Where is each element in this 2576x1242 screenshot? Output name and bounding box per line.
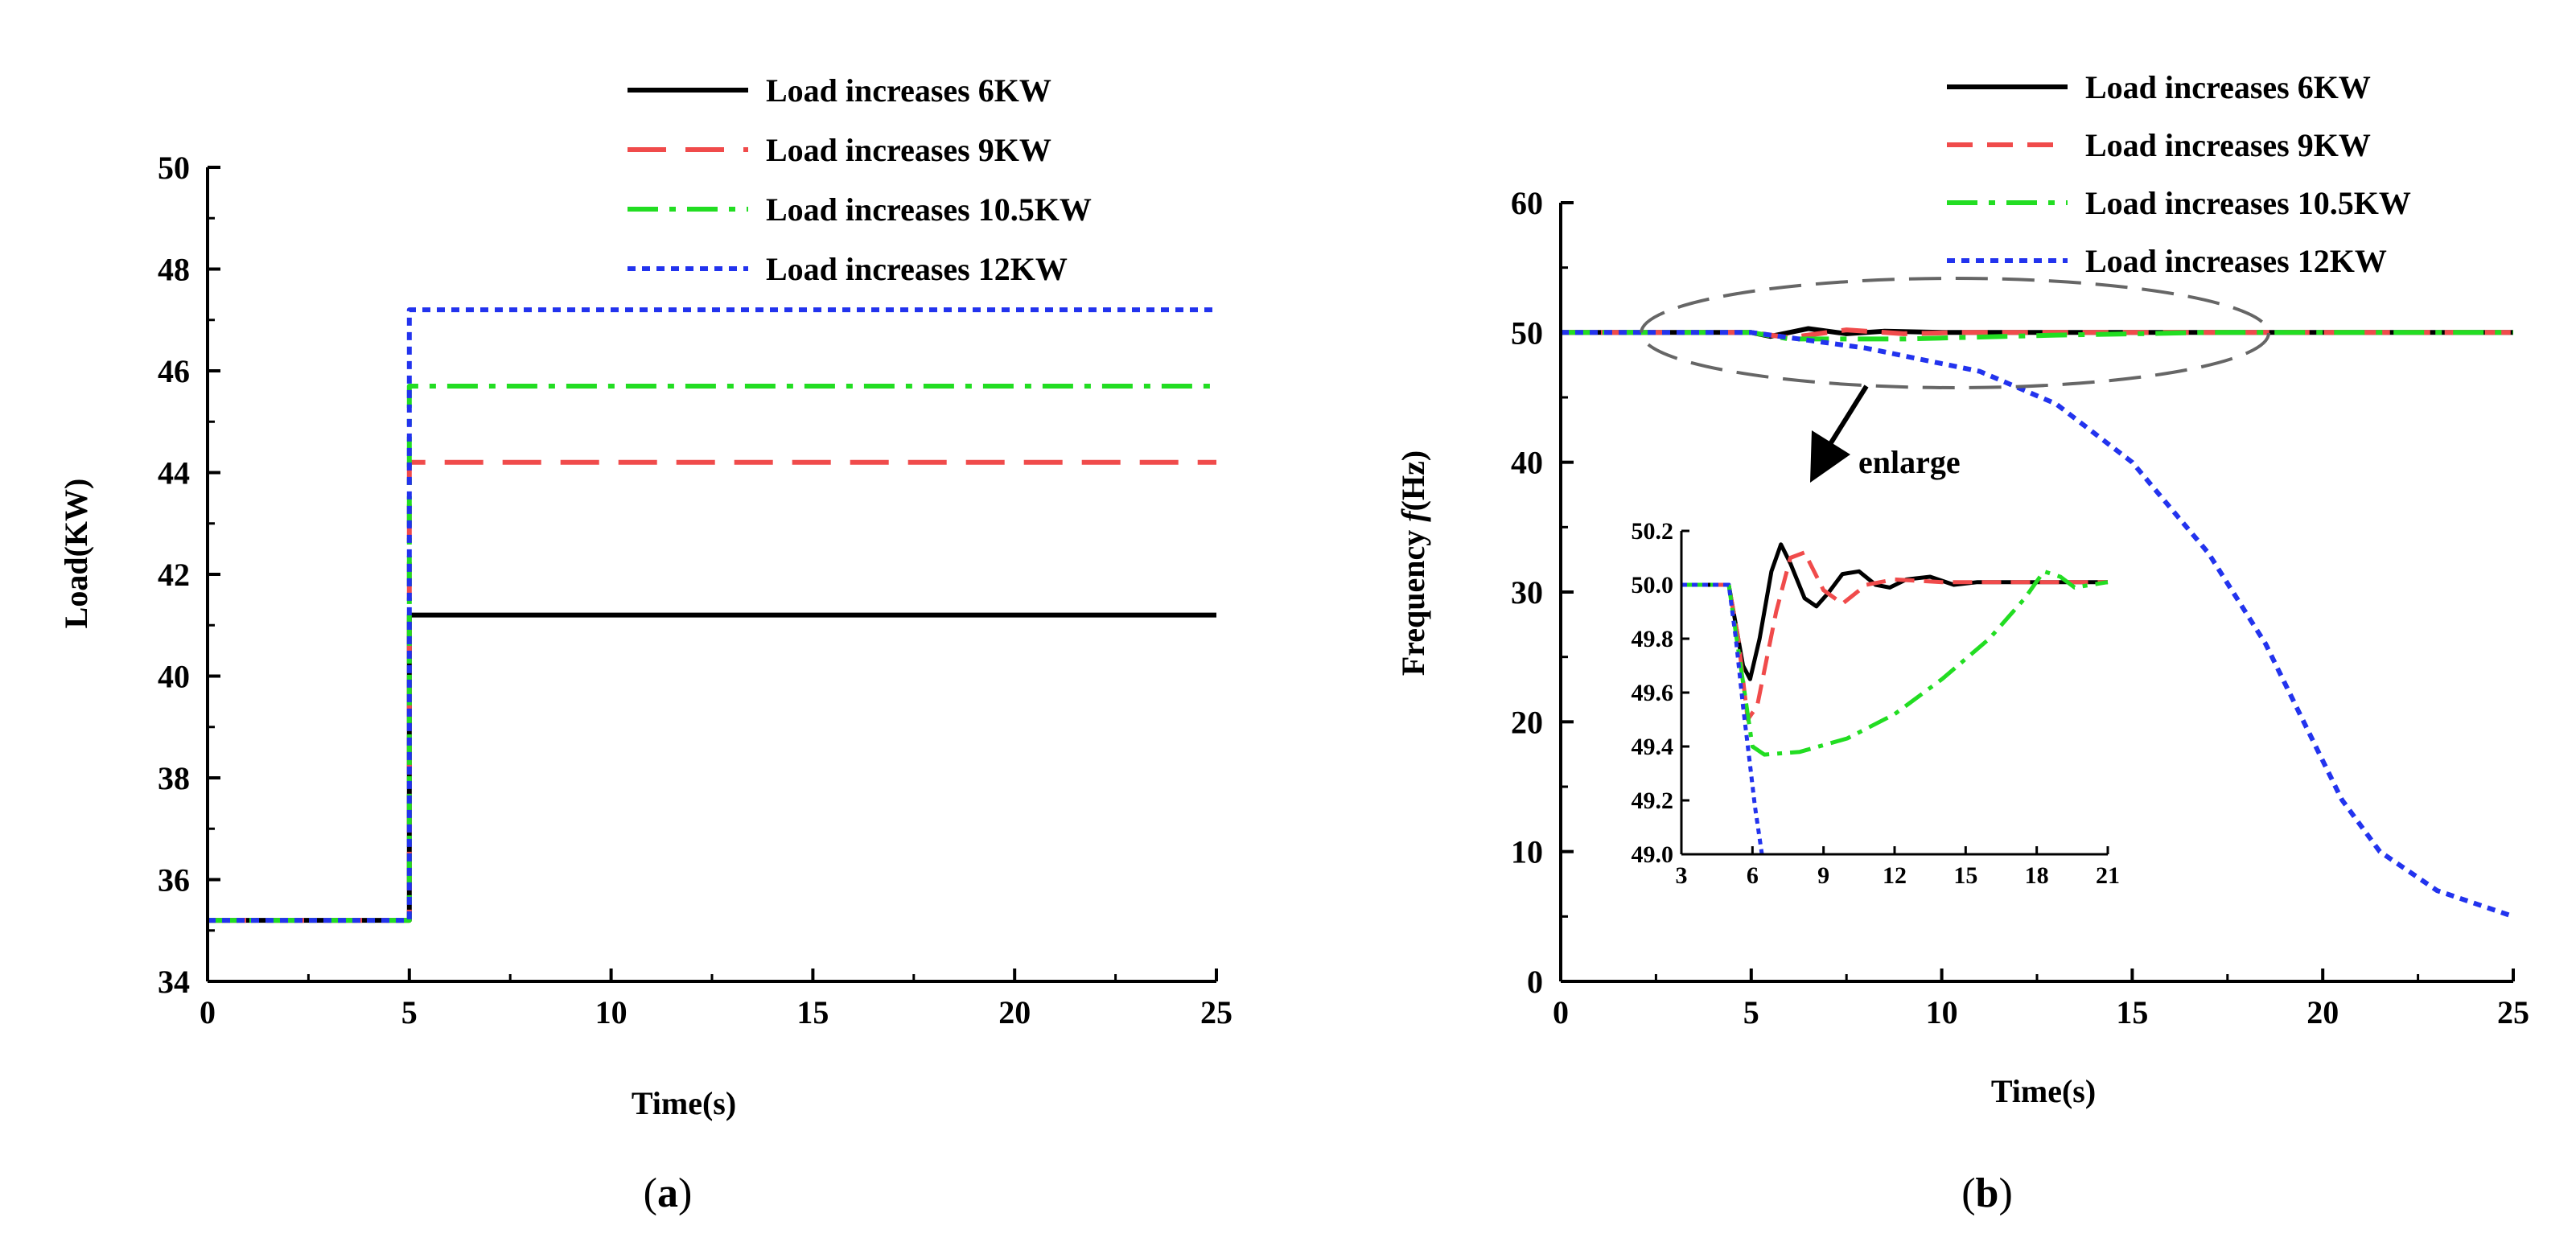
inset-series-line-4	[1681, 582, 1764, 855]
enlarge-arrow-shaft	[1824, 385, 1869, 452]
enlarge-arrow-head-icon	[1810, 430, 1850, 483]
legend-label-1: Load increases 6KW	[2085, 69, 2371, 105]
legend-label-4: Load increases 12KW	[766, 251, 1068, 287]
panel-b-axes	[1559, 203, 2513, 983]
panel-a-series	[208, 307, 1216, 923]
y-tick-label: 44	[158, 455, 190, 491]
y-tick-label: 10	[1511, 834, 1543, 870]
x-tick-label: 20	[998, 994, 1031, 1030]
series-line-2	[1561, 327, 2513, 340]
caption-a: (a)	[644, 1170, 693, 1216]
panel-a-ticks: 0 5 10 15 20 25 34 36 38 40 42 44 46 48 50	[158, 150, 1232, 1030]
series-line-4	[208, 307, 1216, 923]
x-tick-label: 25	[2497, 994, 2529, 1030]
y-tick-label: 34	[158, 964, 190, 1000]
series-line-2	[208, 459, 1216, 923]
inset-x-tick-label: 21	[2096, 862, 2120, 889]
panel-b-y-axis-label-prefix: Frequency	[1395, 522, 1431, 676]
y-tick-label: 20	[1511, 704, 1543, 740]
panel-b-inset-chart: 3 6 9 12 15 18 21 49.0 49.2 49.4 49.6 49.8 50.0 50.2	[1632, 518, 2121, 889]
panel-a-x-axis-label: Time(s)	[632, 1085, 736, 1121]
panel-b-y-axis-label-suffix: (Hz)	[1395, 450, 1431, 512]
series-line-3	[208, 384, 1216, 923]
panel-b-chart: 0 5 10 15 20 25 0 10 20 30 40 50 60 Time(s) Frequenc…	[1395, 69, 2529, 1109]
x-tick-label: 25	[1200, 994, 1232, 1030]
inset-y-tick-label: 50.0	[1632, 572, 1674, 598]
zoom-region-ellipse	[1640, 277, 2270, 389]
panel-b-x-axis-label: Time(s)	[1991, 1073, 2096, 1109]
x-tick-label: 10	[1926, 994, 1958, 1030]
x-tick-label: 5	[1743, 994, 1759, 1030]
inset-y-tick-label: 50.2	[1632, 518, 1674, 545]
caption-b: (b)	[1961, 1170, 2013, 1216]
x-tick-label: 10	[595, 994, 628, 1030]
inset-y-tick-label: 49.6	[1632, 680, 1674, 706]
caption-b-letter: b	[1976, 1170, 1999, 1216]
inset-y-tick-label: 49.8	[1632, 626, 1674, 652]
legend-label-1: Load increases 6KW	[766, 72, 1051, 109]
inset-series-line-1	[1681, 542, 2108, 681]
panel-b-y-axis-label: Frequency f(Hz)	[1395, 450, 1431, 676]
inset-series-line-2	[1681, 550, 2108, 722]
x-tick-label: 15	[796, 994, 829, 1030]
y-tick-label: 38	[158, 760, 190, 796]
y-tick-label: 50	[158, 150, 190, 186]
caption-a-letter: a	[657, 1170, 678, 1216]
panel-a-legend: Load increases 6KW Load increases 9KW Load…	[628, 72, 1092, 287]
inset-y-tick-label: 49.2	[1632, 788, 1674, 814]
y-tick-label: 60	[1511, 185, 1543, 221]
inset-x-tick-label: 12	[1883, 862, 1907, 889]
series-line-1	[208, 612, 1216, 923]
y-tick-label: 40	[158, 659, 190, 695]
panel-a-chart: 0 5 10 15 20 25 34 36 38 40 42 44 46 48 50 Time(s) Loa…	[58, 72, 1232, 1121]
x-tick-label: 0	[200, 994, 216, 1030]
panel-b-series	[1561, 326, 2514, 919]
panel-b-legend: Load increases 6KW Load increases 9KW Load…	[1947, 69, 2411, 279]
x-tick-label: 0	[1553, 994, 1569, 1030]
enlarge-annotation: enlarge	[1858, 444, 1961, 480]
x-tick-label: 5	[401, 994, 418, 1030]
panel-a-y-axis-label: Load(KW)	[58, 479, 94, 629]
y-tick-label: 0	[1527, 964, 1543, 1000]
panel-b-y-axis-label-symbol: f	[1395, 508, 1431, 522]
y-tick-label: 46	[158, 353, 190, 389]
inset-y-tick-label: 49.4	[1632, 734, 1674, 760]
y-tick-label: 48	[158, 252, 190, 288]
panel-a-axes	[206, 167, 1216, 983]
inset-x-tick-label: 3	[1676, 862, 1688, 889]
x-tick-label: 20	[2306, 994, 2339, 1030]
inset-x-tick-label: 6	[1747, 862, 1759, 889]
x-tick-label: 15	[2116, 994, 2148, 1030]
y-tick-label: 30	[1511, 574, 1543, 611]
legend-label-3: Load increases 10.5KW	[2085, 185, 2411, 221]
legend-label-3: Load increases 10.5KW	[766, 191, 1092, 228]
series-line-4	[1561, 330, 2514, 919]
inset-series-line-3	[1681, 569, 2109, 757]
inset-x-tick-label: 15	[1953, 862, 1977, 889]
inset-y-tick-label: 49.0	[1632, 841, 1674, 868]
legend-label-4: Load increases 12KW	[2085, 243, 2387, 279]
legend-label-2: Load increases 9KW	[2085, 127, 2371, 163]
y-tick-label: 42	[158, 557, 190, 593]
y-tick-label: 36	[158, 862, 190, 899]
legend-label-2: Load increases 9KW	[766, 132, 1051, 168]
inset-x-tick-label: 18	[2025, 862, 2049, 889]
y-tick-label: 50	[1511, 315, 1543, 351]
y-tick-label: 40	[1511, 445, 1543, 481]
inset-x-tick-label: 9	[1817, 862, 1829, 889]
